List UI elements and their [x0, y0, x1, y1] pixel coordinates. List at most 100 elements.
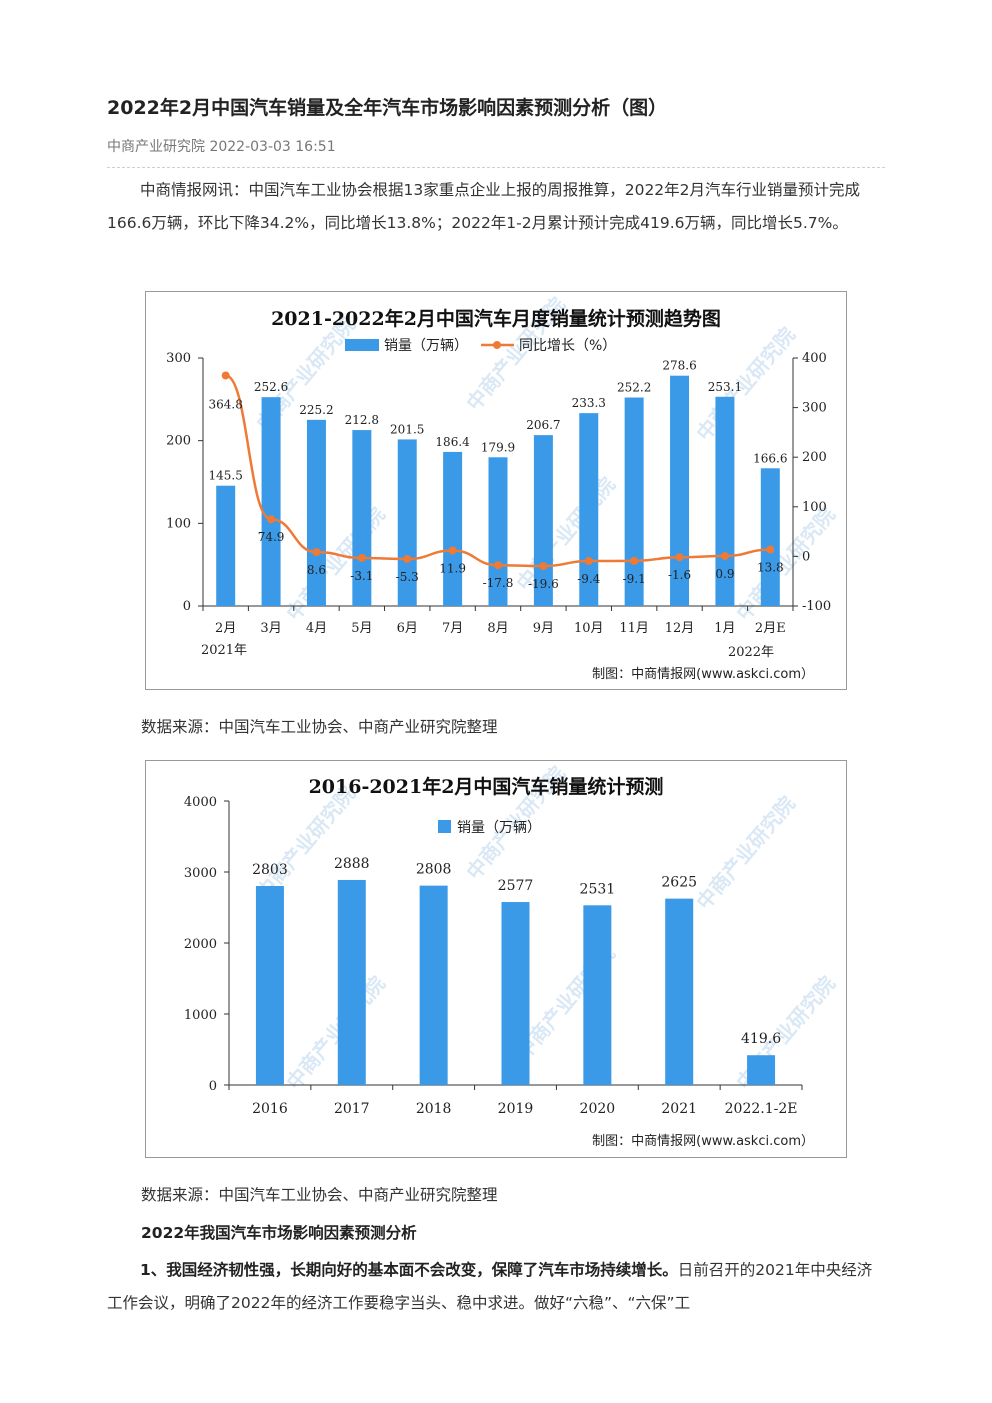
- chart1-y-left-tick-label: 0: [183, 599, 191, 614]
- chart1-x-tick-label: 1月: [714, 621, 735, 636]
- chart1-bar-label: 201.5: [390, 422, 424, 436]
- chart2-bar-label: 2625: [661, 875, 697, 891]
- chart1-growth-point: [357, 553, 366, 562]
- chart1-legend-line-label: 同比增长（%）: [519, 338, 616, 354]
- chart1-x-tick-label: 10月: [574, 621, 604, 636]
- article-meta: 中商产业研究院 2022-03-03 16:51: [107, 139, 336, 155]
- chart2-bar: [255, 885, 284, 1085]
- chart1-growth-point: [630, 556, 639, 565]
- chart1-y-left-tick-label: 100: [166, 516, 191, 531]
- chart2-bar-label: 419.6: [741, 1031, 781, 1047]
- chart1-x-tick-label: 9月: [533, 621, 554, 636]
- chart1-bar-label: 145.5: [209, 469, 243, 483]
- chart2-bar-label: 2531: [580, 881, 616, 897]
- chart1-x-tick-label: 2月E: [755, 621, 786, 636]
- chart1-year-2022: 2022年: [728, 645, 774, 660]
- chart1-bar: [760, 468, 780, 606]
- annual-sales-chart: 中商产业研究院 中商产业研究院 中商产业研究院 中商产业研究院 中商产业研究院 中商产业研…: [145, 760, 847, 1158]
- chart1-year-2021: 2021年: [201, 643, 247, 658]
- chart1-growth-point: [494, 561, 502, 570]
- chart2-bar: [583, 905, 612, 1085]
- chart1-x-tick-label: 8月: [487, 621, 508, 636]
- chart1-bar: [216, 485, 236, 606]
- chart1-bar-label: 252.2: [617, 381, 651, 395]
- chart1-growth-point: [675, 553, 684, 562]
- chart1-y-left-tick-label: 300: [166, 351, 191, 366]
- chart1-bar: [261, 397, 281, 606]
- chart2-title: 2016-2021年2月中国汽车销量统计预测: [309, 775, 664, 798]
- chart2-bar: [419, 885, 448, 1085]
- chart1-x-tick-label: 7月: [442, 621, 463, 636]
- chart1-y-left-tick-label: 200: [166, 434, 191, 449]
- chart1-growth-label: -9.4: [577, 572, 601, 586]
- chart2-bar-label: 2577: [498, 878, 534, 894]
- chart1-bar: [533, 435, 553, 606]
- chart1-y-right-tick-label: -100: [802, 599, 831, 614]
- chart1-growth-label: 74.9: [258, 530, 285, 544]
- chart2-x-tick-label: 2019: [498, 1101, 534, 1117]
- meta-divider: [107, 167, 885, 168]
- chart1-bar-label: 186.4: [435, 435, 470, 449]
- chart1-x-tick-label: 6月: [397, 621, 418, 636]
- chart1-bar-label: 212.8: [345, 413, 379, 427]
- chart1-x-tick-label: 3月: [260, 621, 281, 636]
- chart2-x-tick-label: 2018: [416, 1101, 452, 1117]
- chart1-x-tick-label: 12月: [665, 621, 695, 636]
- chart1-bar-label: 278.6: [662, 359, 696, 373]
- chart1-x-tick-label: 2月: [215, 621, 236, 636]
- chart2-bar-label: 2803: [252, 862, 288, 878]
- chart1-credit: 制图：中商情报网(www.askci.com）: [592, 667, 814, 682]
- chart1-growth-label: -19.6: [528, 577, 559, 591]
- chart1-x-tick-label: 5月: [351, 621, 372, 636]
- chart1-growth-label: -1.6: [668, 568, 691, 582]
- chart2-y-tick-label: 1000: [184, 1008, 217, 1023]
- chart2-x-tick-label: 2021: [661, 1101, 697, 1117]
- chart1-growth-point: [448, 546, 457, 555]
- chart2-x-tick-label: 2020: [580, 1101, 616, 1117]
- chart1-growth-label: -9.1: [623, 572, 646, 586]
- chart1-y-right-tick-label: 100: [802, 500, 827, 515]
- chart1-growth-label: -3.1: [350, 569, 373, 583]
- chart1-bar-label: 206.7: [526, 418, 560, 432]
- monthly-sales-chart: 中商产业研究院 中商产业研究院 中商产业研究院 中商产业研究院 中商产业研究院 中商产业研…: [145, 291, 847, 690]
- point1-text: 日前召开的2021年中央经济工作会议，明确了2022年的经济工作要稳字当头、稳中…: [107, 1261, 873, 1312]
- chart2-bar: [665, 898, 694, 1085]
- chart2-x-tick-label: 2016: [252, 1101, 288, 1117]
- chart2-y-tick-label: 4000: [184, 795, 217, 810]
- chart1-bar-label: 233.3: [572, 396, 606, 410]
- chart1-growth-point: [221, 371, 230, 380]
- chart1-growth-point: [720, 551, 729, 560]
- chart1-x-tick-label: 11月: [619, 621, 649, 636]
- chart1-y-right-tick-label: 300: [802, 401, 827, 416]
- watermark-text: 中商产业研究院: [281, 503, 389, 626]
- intro-paragraph: 中商情报网讯：中国汽车工业协会根据13家重点企业上报的周报推算，2022年2月汽…: [107, 181, 861, 232]
- chart2-bar: [337, 879, 366, 1085]
- chart2-bar: [747, 1055, 776, 1085]
- chart2-y-tick-label: 3000: [184, 866, 217, 881]
- chart1-bar: [579, 413, 599, 606]
- chart1-growth-label: 364.8: [209, 397, 243, 411]
- chart1-bar: [443, 451, 463, 606]
- chart1-legend-line-marker: [493, 341, 501, 349]
- chart2-x-tick-label: 2022.1-2E: [725, 1101, 798, 1117]
- chart1-y-right-tick-label: 0: [802, 549, 810, 564]
- chart1-growth-point: [403, 555, 412, 564]
- chart2-x-tick-label: 2017: [334, 1101, 370, 1117]
- chart1-growth-point: [267, 515, 276, 524]
- chart1-bar-label: 253.1: [708, 380, 742, 394]
- chart1-bar: [624, 397, 644, 606]
- chart1-growth-point: [539, 562, 548, 571]
- chart1-bar-label: 166.6: [753, 451, 787, 465]
- chart1-bar-label: 179.9: [481, 440, 515, 454]
- chart2-y-tick-label: 2000: [184, 937, 217, 952]
- chart2-bar: [501, 902, 530, 1085]
- chart1-growth-label: 11.9: [439, 561, 466, 575]
- chart1-x-tick-label: 4月: [306, 621, 327, 636]
- chart2-bar-label: 2808: [416, 862, 452, 878]
- chart2-credit: 制图：中商情报网(www.askci.com）: [592, 1134, 814, 1149]
- chart1-growth-label: -17.8: [483, 576, 514, 590]
- chart1-bar: [397, 439, 417, 606]
- chart2-bar-label: 2888: [334, 856, 370, 872]
